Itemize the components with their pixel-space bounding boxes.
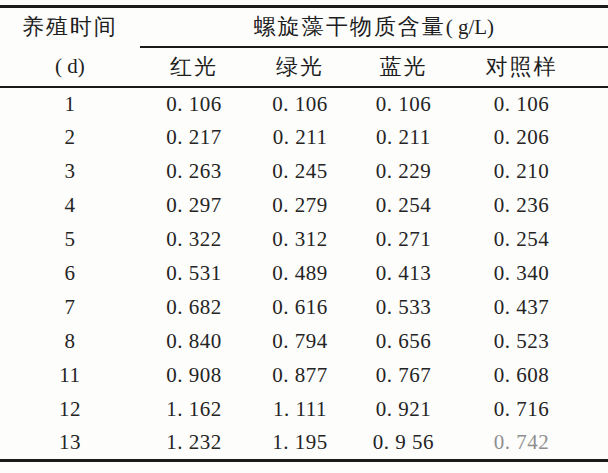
table-row: 7 0. 682 0. 616 0. 533 0. 437 [0, 291, 608, 325]
day-cell: 7 [0, 291, 140, 325]
value-cell-control: 0. 254 [455, 223, 608, 257]
table-row: 1 0. 106 0. 106 0. 106 0. 106 [0, 87, 608, 121]
column-header-control: 对照样 [455, 47, 608, 87]
value-cell-blue: 0. 921 [352, 393, 455, 427]
value-cell-green: 1. 111 [248, 393, 352, 427]
value-cell-red: 0. 322 [140, 223, 248, 257]
value-cell-green: 0. 245 [248, 155, 352, 189]
day-unit-text: ( d) [55, 54, 85, 78]
table-row: 4 0. 297 0. 279 0. 254 0. 236 [0, 189, 608, 223]
day-cell: 13 [0, 427, 140, 461]
value-cell-green: 0. 489 [248, 257, 352, 291]
green-light-header-text: 绿光 [276, 54, 324, 79]
value-cell-blue: 0. 413 [352, 257, 455, 291]
value-cell-blue: 0. 533 [352, 291, 455, 325]
value-cell-green: 0. 312 [248, 223, 352, 257]
value-cell-red: 0. 297 [140, 189, 248, 223]
value-cell-red: 0. 840 [140, 325, 248, 359]
table-row: 6 0. 531 0. 489 0. 413 0. 340 [0, 257, 608, 291]
value-cell-red: 1. 162 [140, 393, 248, 427]
span-header-dry-matter: 螺旋藻干物质含量( g/L) [140, 7, 608, 47]
value-cell-control: 0. 437 [455, 291, 608, 325]
value-cell-red: 0. 217 [140, 121, 248, 155]
table-row: 11 0. 908 0. 877 0. 767 0. 608 [0, 359, 608, 393]
day-cell: 5 [0, 223, 140, 257]
table-row: 12 1. 162 1. 111 0. 921 0. 716 [0, 393, 608, 427]
value-cell-blue: 0. 656 [352, 325, 455, 359]
table-row: 3 0. 263 0. 245 0. 229 0. 210 [0, 155, 608, 189]
header-row-1: 养殖时间 螺旋藻干物质含量( g/L) [0, 7, 608, 47]
value-cell-control: 0. 742 [455, 427, 608, 461]
table-body: 1 0. 106 0. 106 0. 106 0. 106 2 0. 217 0… [0, 87, 608, 461]
value-cell-green: 0. 877 [248, 359, 352, 393]
value-cell-green: 0. 106 [248, 87, 352, 121]
day-cell: 2 [0, 121, 140, 155]
column-header-red-light: 红光 [140, 47, 248, 87]
blue-light-header-text: 蓝光 [379, 54, 427, 79]
value-cell-red: 0. 682 [140, 291, 248, 325]
column-header-blue-light: 蓝光 [352, 47, 455, 87]
control-header-text: 对照样 [485, 54, 557, 79]
value-cell-red: 0. 106 [140, 87, 248, 121]
table-row: 5 0. 322 0. 312 0. 271 0. 254 [0, 223, 608, 257]
value-cell-green: 0. 279 [248, 189, 352, 223]
red-light-header-text: 红光 [170, 54, 218, 79]
day-cell: 8 [0, 325, 140, 359]
value-cell-control: 0. 236 [455, 189, 608, 223]
day-header-text: 养殖时间 [22, 14, 118, 39]
value-cell-blue: 0. 211 [352, 121, 455, 155]
value-cell-blue: 0. 229 [352, 155, 455, 189]
column-header-green-light: 绿光 [248, 47, 352, 87]
value-cell-red: 0. 263 [140, 155, 248, 189]
column-header-day-label: 养殖时间 [0, 7, 140, 47]
value-cell-green: 1. 195 [248, 427, 352, 461]
day-cell: 3 [0, 155, 140, 189]
table-row: 2 0. 217 0. 211 0. 211 0. 206 [0, 121, 608, 155]
value-cell-control: 0. 210 [455, 155, 608, 189]
span-header-text: 螺旋藻干物质含量 [254, 14, 446, 39]
value-cell-red: 1. 232 [140, 427, 248, 461]
value-cell-blue: 0. 767 [352, 359, 455, 393]
table-row: 8 0. 840 0. 794 0. 656 0. 523 [0, 325, 608, 359]
value-cell-red: 0. 908 [140, 359, 248, 393]
value-cell-control: 0. 608 [455, 359, 608, 393]
day-cell: 4 [0, 189, 140, 223]
table-header: 养殖时间 螺旋藻干物质含量( g/L) ( d) 红光 绿光 蓝光 [0, 7, 608, 87]
day-cell: 1 [0, 87, 140, 121]
span-header-unit: ( g/L) [446, 15, 494, 39]
header-row-2: ( d) 红光 绿光 蓝光 对照样 [0, 47, 608, 87]
value-cell-green: 0. 616 [248, 291, 352, 325]
value-cell-control: 0. 206 [455, 121, 608, 155]
day-cell: 11 [0, 359, 140, 393]
value-cell-blue: 0. 9 56 [352, 427, 455, 461]
table-row: 13 1. 232 1. 195 0. 9 56 0. 742 [0, 427, 608, 461]
value-cell-red: 0. 531 [140, 257, 248, 291]
column-header-day-unit: ( d) [0, 47, 140, 87]
day-cell: 6 [0, 257, 140, 291]
value-cell-control: 0. 340 [455, 257, 608, 291]
value-cell-control: 0. 106 [455, 87, 608, 121]
value-cell-blue: 0. 106 [352, 87, 455, 121]
value-cell-blue: 0. 271 [352, 223, 455, 257]
spirulina-dry-matter-table: 养殖时间 螺旋藻干物质含量( g/L) ( d) 红光 绿光 蓝光 [0, 5, 608, 462]
day-cell: 12 [0, 393, 140, 427]
value-cell-control: 0. 523 [455, 325, 608, 359]
value-cell-blue: 0. 254 [352, 189, 455, 223]
value-cell-control: 0. 716 [455, 393, 608, 427]
scanned-paper-table-page: 养殖时间 螺旋藻干物质含量( g/L) ( d) 红光 绿光 蓝光 [0, 0, 608, 473]
value-cell-green: 0. 211 [248, 121, 352, 155]
value-cell-green: 0. 794 [248, 325, 352, 359]
